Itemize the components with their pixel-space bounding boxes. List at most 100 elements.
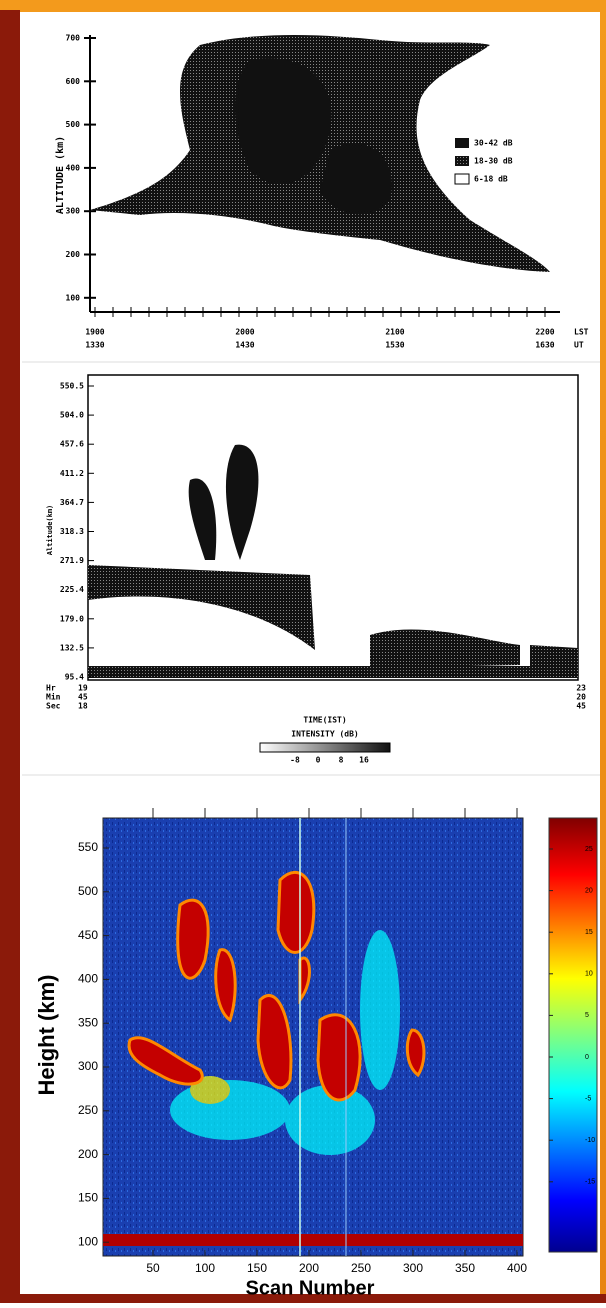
colorbar bbox=[259, 742, 391, 753]
y-tick-label: 411.2 bbox=[60, 469, 84, 478]
legend-entry: 6-18 dB bbox=[474, 175, 508, 184]
x-tick-label: 50 bbox=[146, 1261, 160, 1275]
colorbar-tick-label: 20 bbox=[585, 887, 593, 894]
colorbar-tick-label: -5 bbox=[585, 1095, 591, 1102]
y-tick-label: 250 bbox=[78, 1103, 98, 1117]
legend-swatch bbox=[455, 138, 469, 148]
colorbar-tick-label: 8 bbox=[339, 756, 344, 765]
colorbar bbox=[548, 817, 598, 1253]
colorbar-tick-label: 16 bbox=[359, 756, 369, 765]
echo-core bbox=[127, 870, 426, 1102]
x-tick-label: 150 bbox=[247, 1261, 267, 1275]
echo-halo bbox=[170, 930, 400, 1155]
legend-swatch bbox=[454, 173, 470, 185]
x-axis-label: TIME(IST) bbox=[303, 716, 346, 725]
y-tick-label: 95.4 bbox=[65, 673, 84, 682]
y-tick-label: 400 bbox=[66, 163, 81, 172]
x-tick-label: 1330 bbox=[85, 341, 104, 350]
time-label: Sec bbox=[46, 702, 61, 711]
y-tick-label: 300 bbox=[66, 207, 81, 216]
y-tick-label: 318.3 bbox=[60, 527, 84, 536]
y-tick-label: 550.5 bbox=[60, 382, 84, 391]
x-tick-label: 400 bbox=[507, 1261, 527, 1275]
x-tick-label: 250 bbox=[351, 1261, 371, 1275]
y-tick-label: 150 bbox=[78, 1191, 98, 1205]
echo-core bbox=[225, 444, 259, 560]
x-tick-label: 1530 bbox=[385, 341, 404, 350]
plot-frame bbox=[87, 374, 579, 681]
y-tick-label: 550 bbox=[78, 840, 98, 854]
plot-frame bbox=[102, 817, 524, 1257]
x-tick-label: 2200 bbox=[535, 328, 554, 337]
x-axis-label: Scan Number bbox=[246, 1277, 375, 1299]
y-axis-label: Height (km) bbox=[34, 975, 59, 1096]
y-tick-label: 100 bbox=[66, 293, 81, 302]
y-tick-label: 225.4 bbox=[60, 585, 84, 594]
colorbar-tick-label: 10 bbox=[585, 971, 593, 978]
x-tick-label: 300 bbox=[403, 1261, 423, 1275]
legend-entry: 30-42 dB bbox=[474, 139, 513, 148]
echo-region bbox=[88, 565, 315, 650]
colorbar-tick-label: -15 bbox=[585, 1179, 595, 1186]
y-tick-label: 100 bbox=[78, 1234, 98, 1248]
y-axis-label: Altitude(km) bbox=[46, 505, 54, 556]
time-label: Min bbox=[46, 692, 61, 702]
y-tick-label: 600 bbox=[66, 77, 81, 86]
y-axis-label: ALTITUDE (km) bbox=[55, 136, 66, 214]
y-tick-label: 200 bbox=[78, 1147, 98, 1161]
y-tick-label: 700 bbox=[66, 34, 81, 43]
x-tick-label: 200 bbox=[299, 1261, 319, 1275]
panel-intensity: Altitude(km) TIME(IST) INTENSITY (dB) 55… bbox=[46, 374, 586, 765]
y-tick-label: 500 bbox=[78, 884, 98, 898]
echo-core bbox=[320, 143, 392, 215]
time-value: 19 bbox=[78, 684, 88, 693]
y-tick-label: 504.0 bbox=[60, 411, 84, 420]
x-tick-label: 100 bbox=[195, 1261, 215, 1275]
y-tick-label: 457.6 bbox=[60, 440, 84, 449]
echo-core bbox=[188, 478, 217, 560]
y-tick-label: 300 bbox=[78, 1059, 98, 1073]
y-tick-label: 364.7 bbox=[60, 498, 84, 507]
x-tick-label: 2000 bbox=[235, 328, 254, 337]
time-value: 18 bbox=[78, 702, 88, 711]
time-value: 45 bbox=[576, 702, 586, 711]
y-tick-label: 500 bbox=[66, 120, 81, 129]
x-unit-label: LST bbox=[574, 328, 589, 337]
echo-band bbox=[88, 666, 578, 678]
x-tick-label: 2100 bbox=[385, 328, 404, 337]
y-tick-label: 400 bbox=[78, 972, 98, 986]
colorbar-tick-label: 25 bbox=[585, 846, 593, 853]
y-tick-label: 450 bbox=[78, 928, 98, 942]
legend-swatch bbox=[455, 156, 469, 166]
panel-height-scan: Height (km) Scan Number 5505004504003503… bbox=[34, 808, 598, 1299]
colorbar-tick-label: -8 bbox=[290, 756, 300, 765]
x-unit-label: UT bbox=[574, 341, 584, 350]
panel-altitude-time: ALTITUDE (km) 30-42 dB 18-30 dB 6-18 dB … bbox=[55, 34, 589, 350]
y-tick-label: 132.5 bbox=[60, 643, 84, 652]
colorbar-tick-label: 15 bbox=[585, 929, 593, 936]
colorbar-tick-label: -10 bbox=[585, 1137, 595, 1144]
x-tick-label: 350 bbox=[455, 1261, 475, 1275]
echo-region bbox=[530, 645, 578, 672]
bottom-band bbox=[20, 1294, 606, 1303]
time-value: 23 bbox=[576, 684, 586, 693]
y-tick-label: 271.9 bbox=[60, 556, 84, 565]
y-tick-label: 200 bbox=[66, 250, 81, 259]
x-tick-label: 1430 bbox=[235, 341, 254, 350]
y-tick-label: 179.0 bbox=[60, 614, 84, 623]
echo-band bbox=[103, 1234, 523, 1246]
time-value: 45 bbox=[78, 693, 88, 702]
colorbar-tick-label: 0 bbox=[316, 756, 321, 765]
x-tick-label: 1900 bbox=[85, 328, 104, 337]
time-value: 20 bbox=[576, 693, 586, 702]
echo-region bbox=[370, 629, 520, 668]
left-band bbox=[0, 10, 20, 1303]
colorbar-label: INTENSITY (dB) bbox=[291, 730, 358, 739]
time-label: Hr bbox=[46, 684, 56, 693]
y-tick-label: 350 bbox=[78, 1015, 98, 1029]
echo-core bbox=[235, 58, 332, 185]
legend-entry: 18-30 dB bbox=[474, 157, 513, 166]
colorbar-tick-label: 5 bbox=[585, 1012, 589, 1019]
